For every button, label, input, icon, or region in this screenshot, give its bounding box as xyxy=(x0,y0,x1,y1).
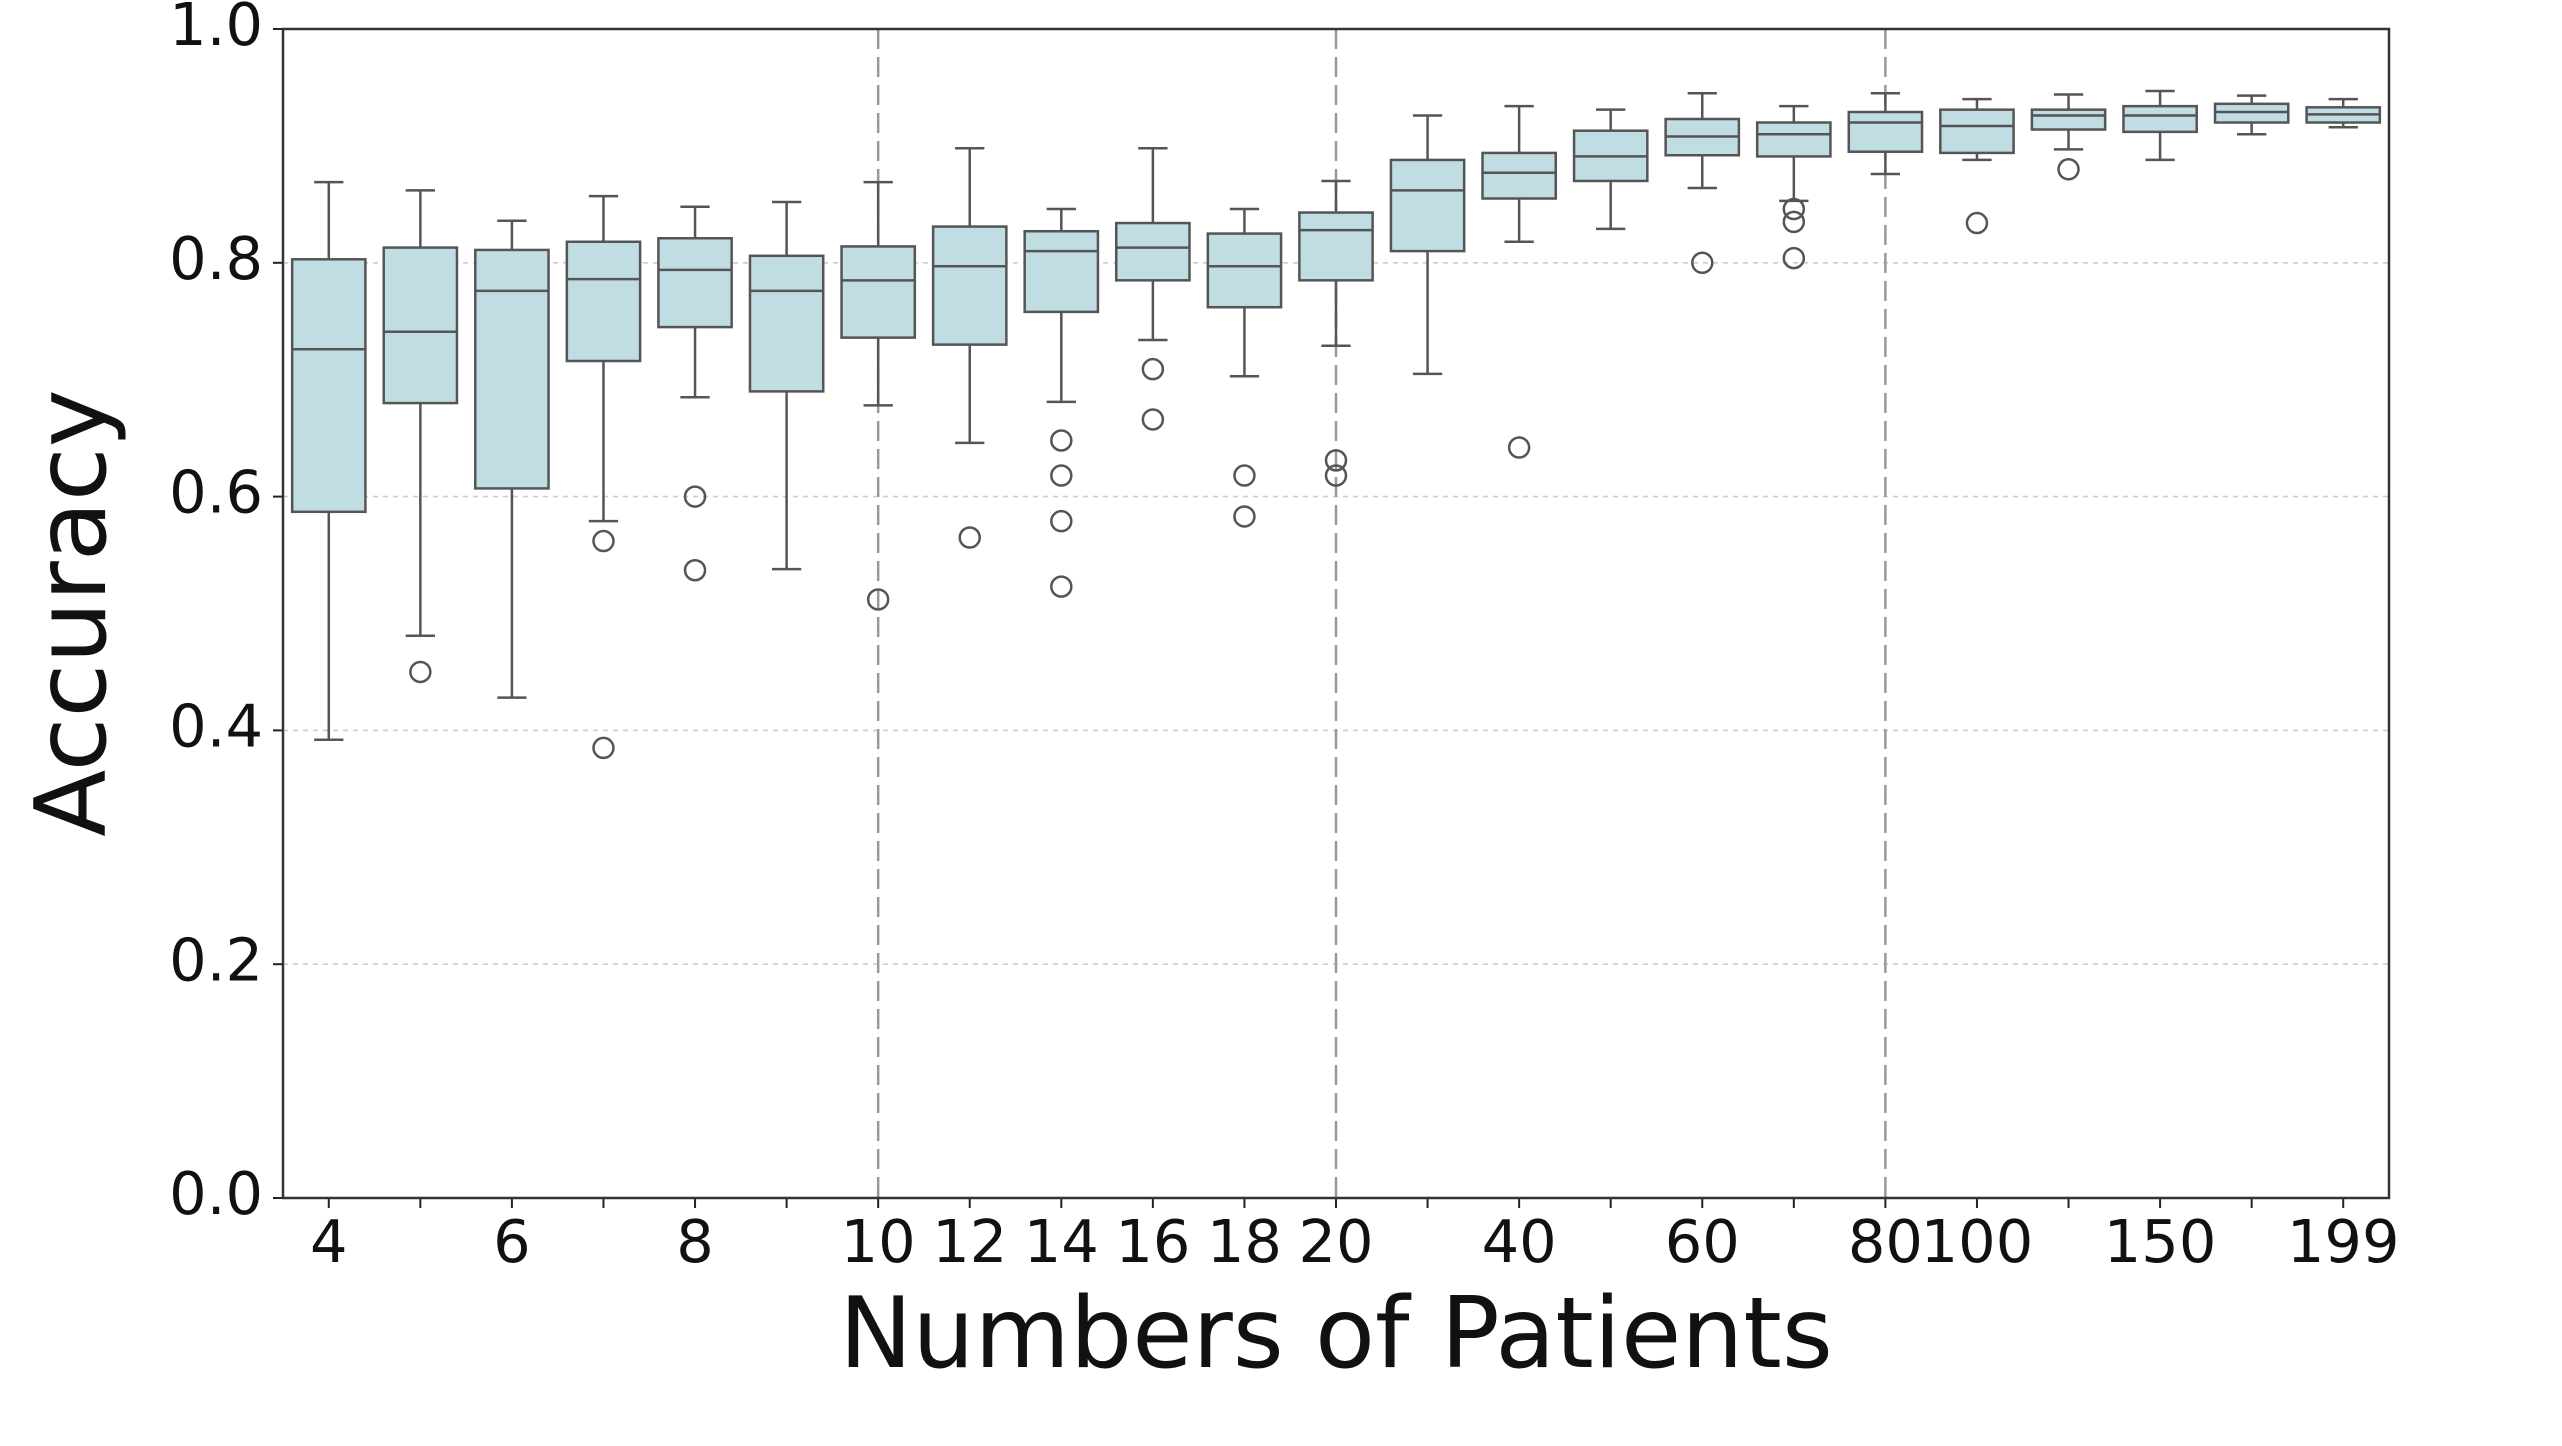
box xyxy=(1939,108,2015,155)
outlier xyxy=(1507,436,1531,459)
box xyxy=(931,225,1008,346)
outlier xyxy=(1782,246,1806,270)
outlier xyxy=(1233,505,1256,528)
x-tick-label: 8 xyxy=(676,1207,714,1276)
box xyxy=(1481,151,1558,200)
outlier xyxy=(683,558,707,582)
x-tick-label: 4 xyxy=(310,1207,348,1276)
y-tick-label: 0.6 xyxy=(169,458,263,527)
outlier xyxy=(1050,575,1073,598)
outlier xyxy=(683,485,707,508)
y-tick-label: 0.4 xyxy=(169,692,263,761)
outlier xyxy=(1050,464,1073,487)
x-tick-label: 10 xyxy=(841,1207,916,1276)
x-tick-label: 16 xyxy=(1115,1207,1190,1276)
box xyxy=(474,248,550,490)
x-tick-label: 100 xyxy=(1921,1207,2034,1276)
outlier xyxy=(1233,464,1256,487)
box xyxy=(1847,110,1924,153)
box xyxy=(1389,158,1466,253)
outlier xyxy=(958,526,981,549)
outlier xyxy=(1324,449,1348,472)
y-tick-label: 0.0 xyxy=(169,1159,263,1228)
outlier xyxy=(1691,251,1714,275)
box xyxy=(2122,104,2198,134)
x-tick-label: 14 xyxy=(1024,1207,1099,1276)
outlier xyxy=(1782,197,1806,221)
x-tick-label: 12 xyxy=(932,1207,1007,1276)
x-tick-label: 6 xyxy=(493,1207,531,1276)
x-tick-label: 150 xyxy=(2104,1207,2217,1276)
x-tick-label: 18 xyxy=(1207,1207,1282,1276)
outlier xyxy=(866,588,890,611)
box xyxy=(1755,121,1832,158)
box xyxy=(382,246,459,405)
outlier xyxy=(1050,509,1073,533)
box xyxy=(1206,232,1283,309)
outlier xyxy=(1782,210,1806,234)
y-tick-label: 0.2 xyxy=(169,925,263,994)
x-tick-label: 40 xyxy=(1482,1207,1557,1276)
x-tick-label: 20 xyxy=(1298,1207,1373,1276)
x-tick-label: 80 xyxy=(1848,1207,1923,1276)
outlier xyxy=(1965,211,1989,235)
plot-frame xyxy=(281,27,2391,1200)
outlier xyxy=(1324,464,1348,487)
box xyxy=(1114,221,1191,282)
x-tick-label: 60 xyxy=(1665,1207,1740,1276)
outlier xyxy=(1141,357,1165,381)
outlier xyxy=(1141,408,1165,431)
box xyxy=(2030,108,2107,131)
box xyxy=(1298,211,1374,282)
box xyxy=(290,258,367,514)
box xyxy=(1023,229,1100,314)
x-tick-label: 199 xyxy=(2287,1207,2400,1276)
outlier xyxy=(2057,158,2080,181)
box xyxy=(657,237,733,329)
outlier xyxy=(592,529,615,553)
outlier xyxy=(1050,429,1073,452)
outlier xyxy=(409,660,432,684)
y-axis-label: Accuracy xyxy=(15,389,129,836)
box xyxy=(748,254,825,393)
box xyxy=(840,245,917,339)
box xyxy=(565,240,642,363)
y-tick-label: 0.8 xyxy=(169,224,263,293)
outlier xyxy=(592,736,615,760)
y-tick-label: 1.0 xyxy=(169,0,263,59)
x-axis-label: Numbers of Patients xyxy=(839,1277,1833,1391)
